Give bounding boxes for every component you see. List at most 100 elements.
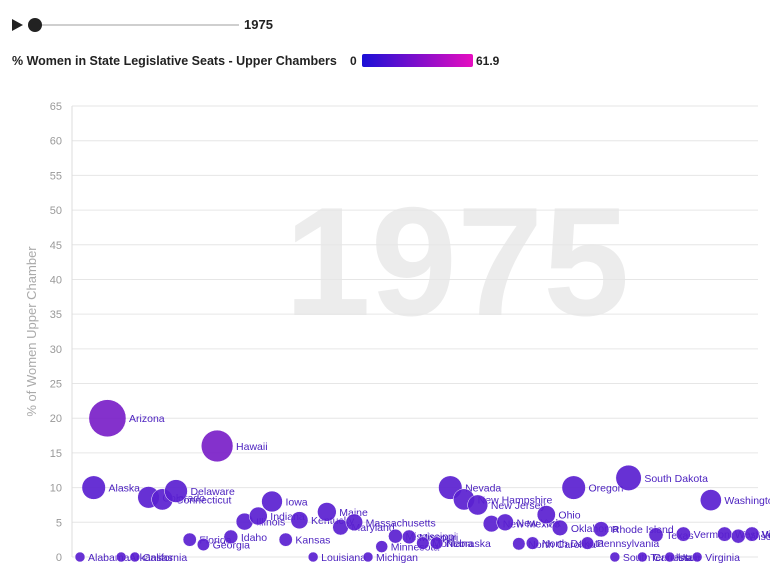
y-tick-label: 30 bbox=[50, 344, 62, 356]
y-tick-label: 60 bbox=[50, 136, 62, 148]
data-point[interactable] bbox=[744, 526, 760, 542]
point-label: Louisiana bbox=[321, 552, 366, 564]
y-tick-label: 50 bbox=[50, 205, 62, 217]
year-watermark: 1975 bbox=[285, 175, 630, 348]
timeline-slider-handle[interactable] bbox=[28, 18, 42, 32]
data-point[interactable] bbox=[196, 538, 210, 551]
point-label: Ohio bbox=[558, 510, 580, 522]
legend-max-label: 61.9 bbox=[476, 54, 500, 68]
data-point[interactable] bbox=[730, 528, 746, 544]
point-label: Washington bbox=[724, 495, 770, 507]
point-label: Rhode Island bbox=[612, 524, 674, 536]
legend-min-label: 0 bbox=[350, 54, 357, 68]
timeline-slider[interactable] bbox=[34, 24, 239, 26]
point-label: Georgia bbox=[213, 540, 251, 552]
point-label: Arizona bbox=[129, 413, 165, 425]
y-tick-label: 45 bbox=[50, 240, 62, 252]
data-point[interactable] bbox=[375, 540, 388, 553]
point-label: Massachusetts bbox=[366, 517, 436, 529]
data-point[interactable] bbox=[290, 511, 309, 530]
point-label: Tennessee bbox=[650, 552, 701, 564]
point-label: New Hampshire bbox=[478, 494, 553, 506]
point-label: Oregon bbox=[589, 483, 624, 495]
y-tick-label: 15 bbox=[50, 448, 62, 460]
point-label: Kansas bbox=[295, 535, 330, 547]
y-tick-label: 20 bbox=[50, 413, 62, 425]
data-point[interactable] bbox=[717, 526, 733, 542]
data-point[interactable] bbox=[129, 551, 141, 563]
data-point[interactable] bbox=[580, 536, 595, 550]
data-point[interactable] bbox=[551, 519, 569, 536]
data-point[interactable] bbox=[593, 521, 610, 538]
point-label: North Carolina bbox=[528, 539, 596, 551]
data-point[interactable] bbox=[691, 551, 703, 563]
year-label: 1975 bbox=[244, 17, 273, 32]
data-point[interactable] bbox=[164, 479, 188, 503]
timeline-controls: 1975 bbox=[12, 14, 312, 36]
point-label: Idaho bbox=[241, 532, 267, 544]
data-point[interactable] bbox=[561, 475, 586, 500]
data-point[interactable] bbox=[536, 505, 556, 525]
y-tick-label: 40 bbox=[50, 274, 62, 286]
data-point[interactable] bbox=[416, 536, 430, 550]
point-label: Nebraska bbox=[446, 538, 491, 550]
data-point[interactable] bbox=[345, 513, 363, 531]
point-label: Alaska bbox=[109, 483, 141, 495]
point-label: Iowa bbox=[285, 496, 307, 508]
data-point[interactable] bbox=[201, 429, 234, 463]
y-tick-label: 10 bbox=[50, 483, 62, 495]
data-point[interactable] bbox=[307, 551, 319, 563]
point-label: Virginia bbox=[705, 552, 740, 564]
data-point[interactable] bbox=[637, 551, 648, 563]
data-point[interactable] bbox=[401, 529, 417, 545]
data-point[interactable] bbox=[700, 489, 722, 511]
y-tick-label: 0 bbox=[56, 552, 62, 564]
scatter-chart: 1975 0 5 10 15 20 25 30 35 40 45 50 55 60 65 % of Women… bbox=[24, 101, 770, 564]
data-point[interactable] bbox=[261, 490, 283, 513]
y-tick-label: 25 bbox=[50, 379, 62, 391]
point-label: New Jersey bbox=[491, 500, 547, 512]
data-point[interactable] bbox=[496, 513, 514, 531]
y-tick-label: 5 bbox=[56, 517, 62, 529]
point-label: Maine bbox=[339, 507, 368, 519]
data-point[interactable] bbox=[223, 529, 239, 545]
point-label: Arkansas bbox=[129, 552, 173, 564]
data-point[interactable] bbox=[467, 494, 489, 516]
legend-color-scale bbox=[362, 54, 473, 67]
y-tick-label: 65 bbox=[50, 101, 62, 113]
play-icon[interactable] bbox=[12, 19, 23, 31]
data-point[interactable] bbox=[525, 536, 540, 550]
y-axis-label: % of Women Upper Chamber bbox=[24, 246, 39, 417]
data-point[interactable] bbox=[317, 502, 337, 522]
data-point[interactable] bbox=[249, 506, 268, 526]
data-point[interactable] bbox=[115, 551, 127, 563]
data-point[interactable] bbox=[512, 537, 526, 551]
data-point[interactable] bbox=[609, 551, 621, 563]
legend-title: % Women in State Legislative Seats - Upp… bbox=[12, 54, 337, 68]
point-label: Nevada bbox=[465, 483, 501, 495]
data-point[interactable] bbox=[664, 551, 675, 563]
y-tick-label: 55 bbox=[50, 170, 62, 182]
point-label: Connecticut bbox=[176, 494, 232, 506]
point-label: South Dakota bbox=[644, 473, 708, 485]
y-tick-label: 35 bbox=[50, 309, 62, 321]
data-point[interactable] bbox=[675, 526, 691, 542]
data-point[interactable] bbox=[615, 464, 642, 491]
point-label: Wyoming bbox=[762, 529, 770, 541]
color-legend: % Women in State Legislative Seats - Upp… bbox=[12, 54, 572, 70]
point-label: Pennsylvania bbox=[597, 538, 660, 550]
data-point[interactable] bbox=[88, 399, 127, 438]
data-point[interactable] bbox=[429, 536, 444, 550]
data-point[interactable] bbox=[81, 475, 106, 500]
data-point[interactable] bbox=[74, 551, 86, 563]
point-label: North Dakota bbox=[542, 538, 604, 550]
data-point[interactable] bbox=[388, 528, 403, 544]
point-label: Delaware bbox=[190, 486, 235, 498]
data-point[interactable] bbox=[182, 532, 197, 547]
point-label: California bbox=[143, 552, 188, 564]
data-point[interactable] bbox=[278, 532, 293, 547]
data-point[interactable] bbox=[648, 527, 664, 543]
point-label: Michigan bbox=[376, 552, 418, 564]
data-point[interactable] bbox=[362, 551, 374, 563]
point-label: Hawaii bbox=[236, 441, 268, 453]
